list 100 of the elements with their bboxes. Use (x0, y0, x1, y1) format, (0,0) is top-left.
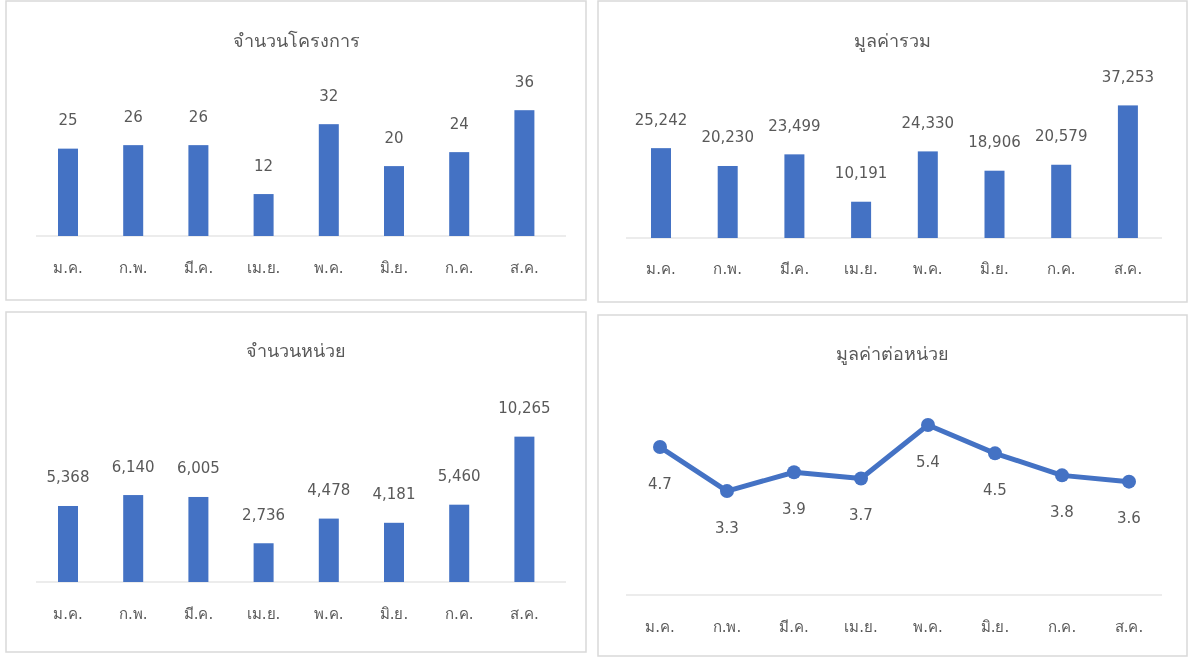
bar (449, 504, 470, 582)
x-tick-label: ม.ค. (646, 259, 676, 278)
bar (717, 165, 738, 238)
data-label: 26 (123, 107, 143, 126)
data-label: 25 (58, 111, 78, 130)
data-label: 24 (449, 114, 469, 133)
bar (123, 495, 144, 582)
point (921, 418, 935, 432)
point (653, 440, 667, 455)
x-tick-label: มี.ค. (183, 258, 214, 277)
x-tick-label: ก.พ. (713, 259, 742, 278)
x-tick-label: ก.ค. (1047, 617, 1077, 636)
x-tick-label: ส.ค. (510, 604, 539, 623)
data-label: 6,140 (111, 457, 155, 476)
data-label: 3.6 (1117, 509, 1141, 528)
x-tick-label: เม.ย. (246, 258, 281, 277)
bar (651, 148, 671, 238)
x-tick-label: ม.ค. (53, 258, 83, 277)
bar (1051, 164, 1072, 238)
x-tick-label: มี.ค. (779, 259, 810, 278)
data-label: 3.3 (715, 518, 739, 537)
data-label: 12 (254, 156, 274, 175)
chart-title: มูลค่ารวม (854, 30, 931, 52)
bar (384, 166, 404, 236)
bar (449, 152, 470, 236)
bar (384, 522, 404, 582)
x-tick-label: ก.พ. (712, 617, 742, 636)
x-tick-label: มิ.ย. (379, 258, 409, 277)
x-tick-label: เม.ย. (844, 259, 878, 278)
data-label: 3.7 (849, 506, 873, 525)
data-label: 4.7 (648, 474, 672, 493)
x-tick-label: พ.ค. (314, 258, 344, 277)
x-tick-label: ส.ค. (1114, 617, 1144, 636)
x-tick-label: มิ.ย. (980, 617, 1010, 636)
bar (851, 201, 872, 238)
point (787, 465, 801, 480)
point (1055, 468, 1069, 483)
chart-title: จำนวนโครงการ (232, 30, 360, 51)
point (720, 484, 734, 499)
bar (917, 151, 938, 238)
x-tick-label: พ.ค. (314, 604, 344, 623)
data-label: 5,368 (46, 468, 90, 487)
data-label: 26 (188, 107, 208, 126)
data-label: 4.5 (983, 480, 1007, 499)
bar (123, 145, 144, 236)
bar (514, 110, 535, 236)
data-label: 4,181 (372, 485, 416, 504)
chart-title: จำนวนหน่วย (246, 340, 346, 361)
data-label: 37,253 (1101, 67, 1155, 86)
data-label: 10,191 (834, 164, 888, 183)
x-tick-label: ก.พ. (118, 604, 148, 623)
bar (188, 496, 209, 582)
x-tick-label: ก.ค. (1046, 259, 1076, 278)
data-label: 10,265 (498, 399, 551, 418)
point (1122, 474, 1136, 489)
x-tick-label: ก.ค. (444, 604, 474, 623)
bar (188, 145, 209, 236)
x-tick-label: มิ.ย. (379, 604, 409, 623)
x-tick-label: เม.ย. (246, 604, 281, 623)
bar (318, 124, 339, 236)
bar (784, 154, 805, 238)
x-tick-label: ส.ค. (510, 258, 539, 277)
data-label: 18,906 (968, 133, 1021, 152)
x-tick-label: พ.ค. (913, 259, 943, 278)
point (988, 446, 1002, 461)
data-label: 6,005 (176, 459, 220, 478)
data-label: 4,478 (307, 481, 351, 500)
bar (58, 148, 78, 236)
data-label: 3.8 (1050, 502, 1074, 521)
chart-title: มูลค่าต่อหน่วย (836, 343, 949, 365)
bar (1117, 105, 1138, 238)
x-tick-label: ก.พ. (118, 258, 148, 277)
point (854, 471, 868, 486)
bar (253, 194, 274, 236)
data-label: 5,460 (437, 467, 481, 486)
x-tick-label: เม.ย. (844, 617, 878, 636)
x-tick-label: ส.ค. (1113, 259, 1143, 278)
data-label: 32 (319, 86, 339, 105)
data-label: 20 (384, 128, 404, 147)
data-label: 23,499 (768, 116, 821, 135)
x-tick-label: มิ.ย. (980, 259, 1009, 278)
bar (253, 543, 274, 582)
bar (318, 518, 339, 582)
data-label: 3.9 (782, 499, 806, 518)
bar (984, 170, 1005, 238)
data-label: 20,579 (1034, 127, 1088, 146)
bar (514, 436, 535, 582)
data-label: 5.4 (916, 452, 940, 471)
x-tick-label: มี.ค. (183, 604, 214, 623)
data-label: 36 (514, 72, 534, 91)
data-label: 25,242 (634, 110, 688, 129)
x-tick-label: ก.ค. (444, 258, 474, 277)
data-label: 24,330 (901, 113, 955, 132)
x-tick-label: ม.ค. (645, 617, 675, 636)
bar (58, 505, 78, 582)
x-tick-label: ม.ค. (53, 604, 83, 623)
x-tick-label: พ.ค. (913, 617, 943, 636)
x-tick-label: มี.ค. (779, 617, 809, 636)
data-label: 20,230 (701, 128, 754, 147)
data-label: 2,736 (242, 505, 286, 524)
